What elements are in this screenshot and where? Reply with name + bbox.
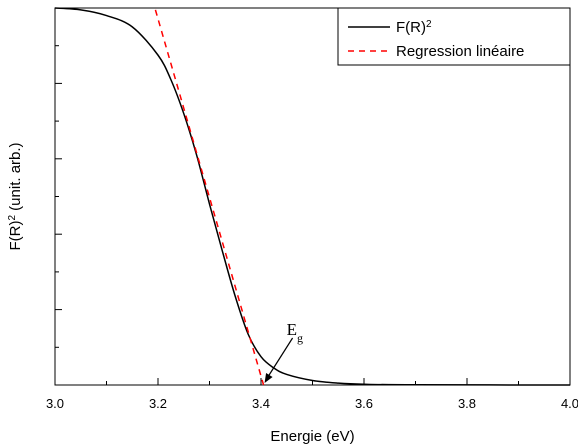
x-tick-label: 3.4 (252, 396, 270, 411)
series-curve-line (54, 7, 571, 386)
legend-box (337, 7, 571, 66)
y-axis-title: F(R)2 (unit. arb.) (7, 142, 25, 250)
legend: F(R)2 Regression linéaire (337, 7, 571, 66)
x-axis: 3.0 3.2 3.4 3.6 3.8 4.0 (46, 378, 578, 411)
series-regression-line (154, 9, 265, 386)
legend-label-regression: Regression linéaire (396, 43, 524, 60)
eg-annotation: Eg (287, 320, 303, 345)
y-axis (55, 7, 62, 386)
svg-text:F(R)2 (unit. arb.): F(R)2 (unit. arb.) (7, 142, 25, 250)
y-axis-title-suffix: (unit. arb.) (7, 142, 24, 215)
x-tick-label: 3.6 (355, 396, 373, 411)
x-axis-title: Energie (eV) (270, 428, 354, 445)
eg-arrow-head (264, 373, 273, 383)
eg-arrow-line (266, 337, 294, 380)
annotation-layer: Eg (264, 320, 303, 383)
y-axis-title-sup: 2 (7, 215, 18, 221)
plot-area: 3.0 3.2 3.4 3.6 3.8 4.0 Eg (46, 7, 578, 411)
series-layer (54, 7, 571, 386)
x-tick-label: 4.0 (561, 396, 578, 411)
x-tick-label: 3.8 (458, 396, 476, 411)
y-axis-title-main: F(R) (7, 221, 24, 251)
x-tick-label: 3.2 (149, 396, 167, 411)
legend-label-curve: F(R)2 (396, 19, 432, 37)
x-tick-label: 3.0 (46, 396, 64, 411)
